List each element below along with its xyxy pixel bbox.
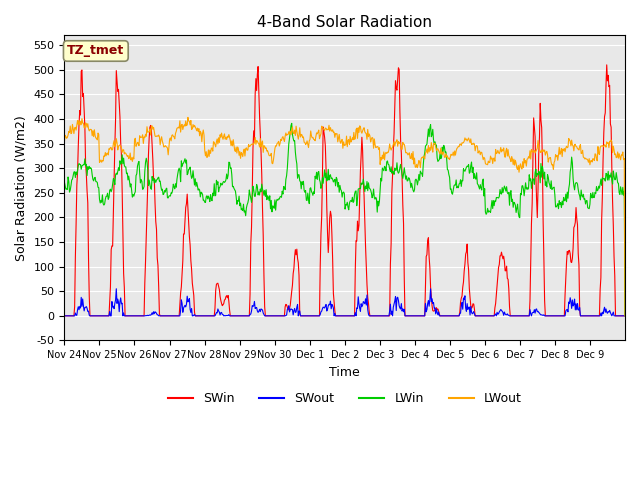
LWin bbox=[61, 179, 68, 185]
LWout bbox=[126, 150, 134, 156]
LWin bbox=[288, 120, 296, 126]
SWin bbox=[257, 148, 265, 154]
LWout bbox=[279, 134, 287, 140]
X-axis label: Time: Time bbox=[330, 366, 360, 379]
SWout bbox=[279, 313, 287, 319]
LWout bbox=[230, 142, 238, 148]
SWout bbox=[113, 286, 120, 292]
LWin bbox=[435, 157, 442, 163]
LWout bbox=[184, 115, 192, 120]
LWout bbox=[258, 140, 266, 146]
SWin bbox=[278, 313, 286, 319]
Line: SWin: SWin bbox=[65, 65, 625, 316]
SWin bbox=[621, 313, 629, 319]
Text: TZ_tmet: TZ_tmet bbox=[67, 45, 124, 58]
LWin bbox=[621, 313, 629, 319]
LWout bbox=[61, 139, 68, 144]
Line: LWin: LWin bbox=[65, 123, 625, 316]
SWout bbox=[403, 313, 411, 319]
LWout bbox=[403, 150, 411, 156]
LWin bbox=[229, 183, 237, 189]
SWin bbox=[126, 313, 134, 319]
LWout bbox=[435, 148, 442, 154]
Line: LWout: LWout bbox=[65, 118, 625, 316]
SWout bbox=[435, 309, 442, 315]
SWout bbox=[61, 313, 68, 319]
Title: 4-Band Solar Radiation: 4-Band Solar Radiation bbox=[257, 15, 432, 30]
SWout bbox=[258, 307, 266, 312]
SWin bbox=[603, 62, 611, 68]
SWout bbox=[621, 313, 629, 319]
SWin bbox=[434, 306, 442, 312]
Legend: SWin, SWout, LWin, LWout: SWin, SWout, LWin, LWout bbox=[163, 387, 527, 410]
LWout bbox=[621, 313, 629, 319]
Y-axis label: Solar Radiation (W/m2): Solar Radiation (W/m2) bbox=[15, 115, 28, 261]
LWin bbox=[403, 178, 411, 184]
LWin bbox=[278, 188, 286, 194]
SWout bbox=[127, 313, 135, 319]
SWin bbox=[61, 313, 68, 319]
Line: SWout: SWout bbox=[65, 289, 625, 316]
LWin bbox=[257, 189, 265, 194]
SWin bbox=[229, 313, 237, 319]
LWin bbox=[126, 184, 134, 190]
SWin bbox=[403, 313, 410, 319]
SWout bbox=[230, 313, 238, 319]
